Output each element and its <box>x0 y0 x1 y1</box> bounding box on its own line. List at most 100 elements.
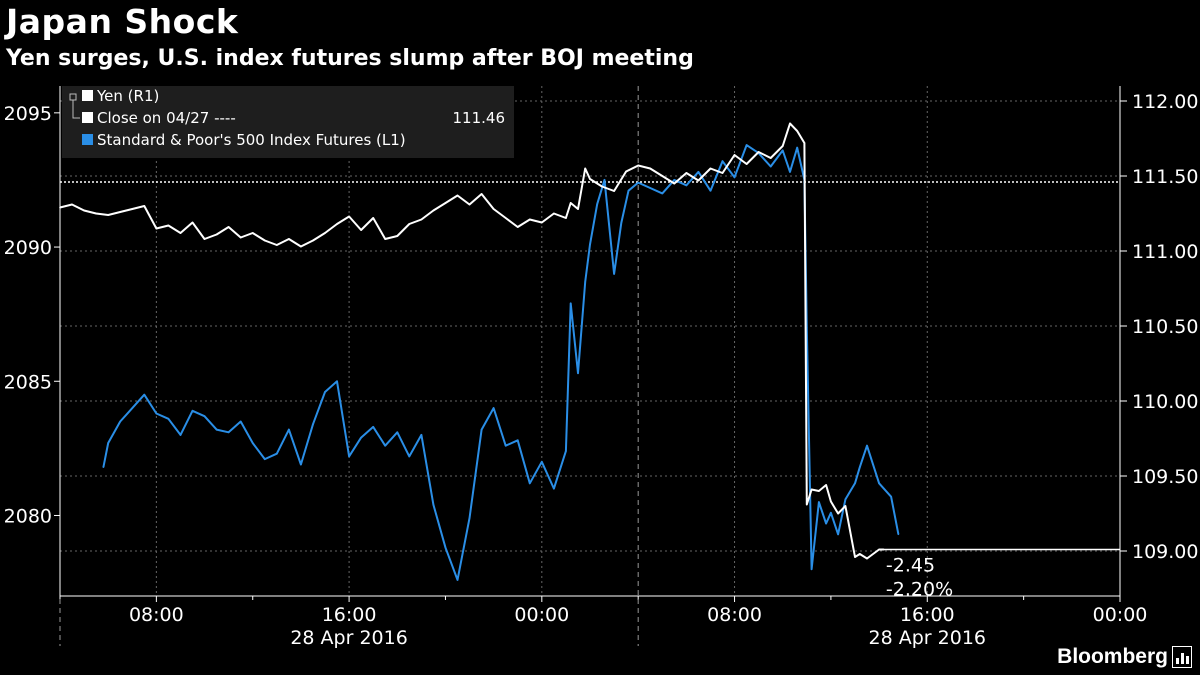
yen-point <box>830 500 832 503</box>
spx-futures-point <box>324 391 326 393</box>
spx-futures-point <box>300 463 302 466</box>
yen-point <box>601 185 603 188</box>
spx-futures-point <box>276 452 278 455</box>
spx-futures-point <box>432 503 435 506</box>
right-axis-tick-label: 112.00 <box>1132 91 1198 113</box>
spx-futures-point <box>577 372 579 375</box>
yen-point <box>456 194 459 197</box>
spx-futures-point <box>456 579 459 581</box>
yen-point <box>59 206 61 209</box>
right-axis-tick-label: 110.00 <box>1132 391 1198 413</box>
spx-futures-point <box>203 415 206 417</box>
spx-futures-point <box>360 436 362 439</box>
spx-futures-point <box>697 171 700 173</box>
annotations: -2.45-2.20% <box>886 555 953 601</box>
legend-value: 111.46 <box>453 109 506 127</box>
grid-lines <box>60 86 1120 596</box>
spx-futures-point <box>709 189 712 192</box>
spx-futures-point <box>239 420 242 423</box>
yen-point <box>796 130 798 132</box>
left-axis-tick-label: 2080 <box>4 505 52 527</box>
yen-point <box>649 167 652 170</box>
yen-point <box>584 167 586 170</box>
spx-futures-point <box>107 442 109 444</box>
left-axis-tick-label: 2085 <box>4 371 52 393</box>
yen-point <box>541 221 543 224</box>
right-axis-tick-label: 111.00 <box>1132 241 1198 263</box>
spx-futures-point <box>818 501 820 503</box>
spx-futures-point <box>637 181 639 184</box>
yen-point <box>492 208 495 210</box>
yen-point <box>107 214 109 216</box>
yen-point <box>131 208 134 210</box>
change-percent-label: -2.20% <box>886 579 953 601</box>
yen-point <box>528 218 531 221</box>
right-axis-tick-label: 109.00 <box>1132 541 1198 563</box>
yen-point <box>837 512 839 515</box>
yen-point <box>806 503 808 506</box>
bloomberg-terminal-icon <box>1172 646 1192 668</box>
yen-point <box>336 223 338 225</box>
yen-point <box>396 235 399 237</box>
x-axis-tick-label: 08:00 <box>129 604 184 626</box>
spx-futures-point <box>890 495 892 498</box>
yen-point <box>613 190 615 192</box>
yen-point <box>504 217 507 219</box>
yen-point <box>215 233 218 236</box>
yen-point <box>661 175 664 177</box>
yen-point <box>721 172 724 174</box>
yen-point <box>757 151 760 153</box>
spx-futures-point <box>131 407 134 409</box>
yen-point <box>276 244 278 246</box>
spx-futures-point <box>541 460 543 463</box>
spx-futures-point <box>492 407 495 409</box>
yen-point <box>673 182 676 185</box>
x-date-label: 28 Apr 2016 <box>869 627 986 649</box>
yen-point <box>781 145 784 147</box>
spx-futures-point <box>830 511 832 514</box>
spx-futures-point <box>227 431 230 434</box>
yen-point <box>348 215 350 218</box>
spx-futures-point <box>859 466 861 468</box>
yen-point <box>312 239 314 242</box>
spx-futures-point <box>444 546 447 549</box>
legend-swatch <box>82 90 93 101</box>
x-axis-tick-label: 16:00 <box>900 604 955 626</box>
legend-box <box>62 86 514 158</box>
yen-point <box>83 209 85 212</box>
yen-point <box>203 238 206 240</box>
spx-futures-point <box>866 444 868 447</box>
x-axis-tick-label: 00:00 <box>1093 604 1148 626</box>
yen-point <box>95 212 97 215</box>
yen-point <box>553 212 555 215</box>
yen-point <box>844 505 847 507</box>
yen-point <box>432 209 435 212</box>
yen-point <box>565 217 567 219</box>
spx-futures-point <box>179 434 182 436</box>
spx-futures-point <box>649 187 652 189</box>
yen-point <box>745 163 748 165</box>
chart-subtitle: Yen surges, U.S. index futures slump aft… <box>6 46 694 71</box>
spx-futures-point <box>733 176 736 179</box>
legend: Yen (R1) Close on 04/27 ---- 111.46 Standar… <box>62 86 514 158</box>
spx-futures-point <box>613 273 615 275</box>
spx-futures-point <box>372 426 374 428</box>
yen-point <box>468 203 471 206</box>
yen-point <box>866 557 868 560</box>
spx-futures-point <box>553 487 555 490</box>
left-axis-tick-label: 2090 <box>4 237 52 259</box>
yen-point <box>408 223 411 225</box>
yen-point <box>263 239 266 242</box>
spx-futures-point <box>569 302 572 305</box>
spx-futures-point <box>167 418 170 420</box>
yen-line <box>59 122 884 560</box>
spx-futures-point <box>745 144 748 146</box>
spx-futures-point <box>251 442 254 444</box>
spx-futures-point <box>673 179 676 181</box>
spx-futures-point <box>721 160 724 162</box>
spx-futures-point <box>837 533 839 536</box>
spx-futures-point <box>854 482 856 485</box>
left-axis-tick-label: 2095 <box>4 103 52 125</box>
spx-futures-point <box>420 434 423 436</box>
spx-futures-point <box>620 222 623 224</box>
